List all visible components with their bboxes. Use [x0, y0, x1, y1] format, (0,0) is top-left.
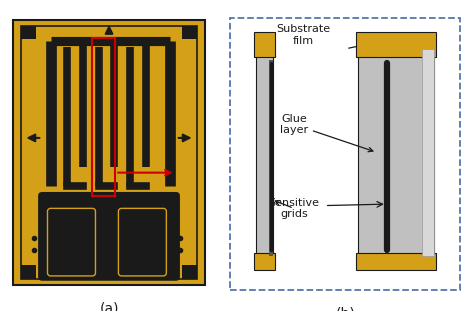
- Bar: [254, 253, 275, 270]
- Bar: [422, 49, 434, 256]
- Bar: [182, 26, 197, 39]
- Bar: [356, 253, 436, 270]
- FancyBboxPatch shape: [47, 208, 95, 276]
- FancyBboxPatch shape: [118, 208, 166, 276]
- Bar: [356, 32, 436, 57]
- Bar: [182, 265, 197, 279]
- Bar: [256, 49, 273, 256]
- Bar: [21, 265, 36, 279]
- Bar: [254, 32, 275, 57]
- Text: (b): (b): [336, 306, 356, 311]
- Bar: [21, 26, 197, 279]
- Text: (a): (a): [99, 302, 119, 311]
- Text: Substrate
film: Substrate film: [268, 25, 330, 46]
- Bar: [21, 26, 36, 39]
- Bar: [358, 49, 434, 256]
- Text: Sensitive
grids: Sensitive grids: [268, 197, 319, 219]
- Bar: [92, 38, 115, 196]
- Text: Glue
layer: Glue layer: [280, 114, 373, 152]
- Bar: [269, 60, 273, 256]
- FancyBboxPatch shape: [38, 192, 180, 281]
